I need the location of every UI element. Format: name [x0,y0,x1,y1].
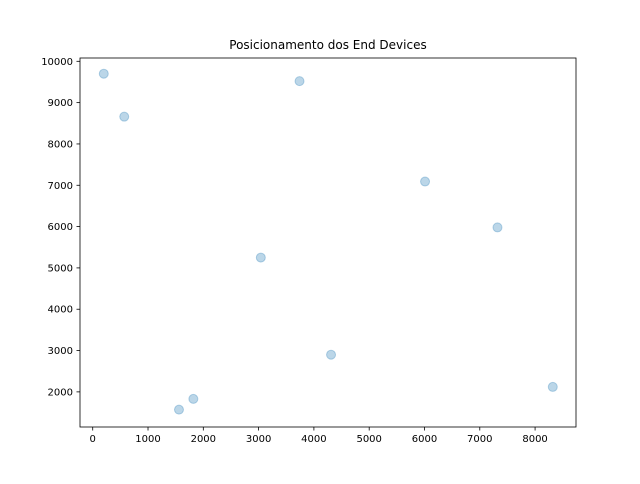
x-tick-label: 5000 [356,434,381,445]
data-point-1 [98,68,109,79]
data-point-9 [188,393,199,404]
y-tick-label: 2000 [48,387,73,398]
data-point-7 [326,349,337,360]
x-tick-label: 7000 [467,434,492,445]
data-point-3 [294,76,305,87]
x-tick-label: 8000 [522,434,547,445]
data-point-6 [255,252,266,263]
points-layer [98,68,558,415]
y-tick-label: 6000 [48,222,73,233]
y-tick-label: 5000 [48,263,73,274]
plot-frame [79,57,577,428]
x-tick-label: 0 [90,434,96,445]
x-tick-label: 6000 [412,434,437,445]
y-tick-label: 7000 [48,181,73,192]
x-tick-label: 1000 [135,434,160,445]
data-point-10 [173,404,184,415]
x-axis: 0 1000 2000 3000 4000 5000 6000 7000 8000 [90,427,548,445]
data-point-5 [492,222,503,233]
data-point-4 [420,176,431,187]
data-point-2 [119,111,130,122]
y-tick-label: 10000 [41,57,73,68]
chart-title: Posicionamento dos End Devices [229,38,426,52]
y-axis: 2000 3000 4000 5000 6000 7000 8000 9000 10000 [41,57,80,398]
y-tick-label: 9000 [48,98,73,109]
y-tick-label: 3000 [48,346,73,357]
y-tick-label: 4000 [48,305,73,316]
data-point-8 [547,381,558,392]
x-tick-label: 2000 [191,434,216,445]
x-tick-label: 4000 [301,434,326,445]
x-tick-label: 3000 [246,434,271,445]
y-tick-label: 8000 [48,139,73,150]
